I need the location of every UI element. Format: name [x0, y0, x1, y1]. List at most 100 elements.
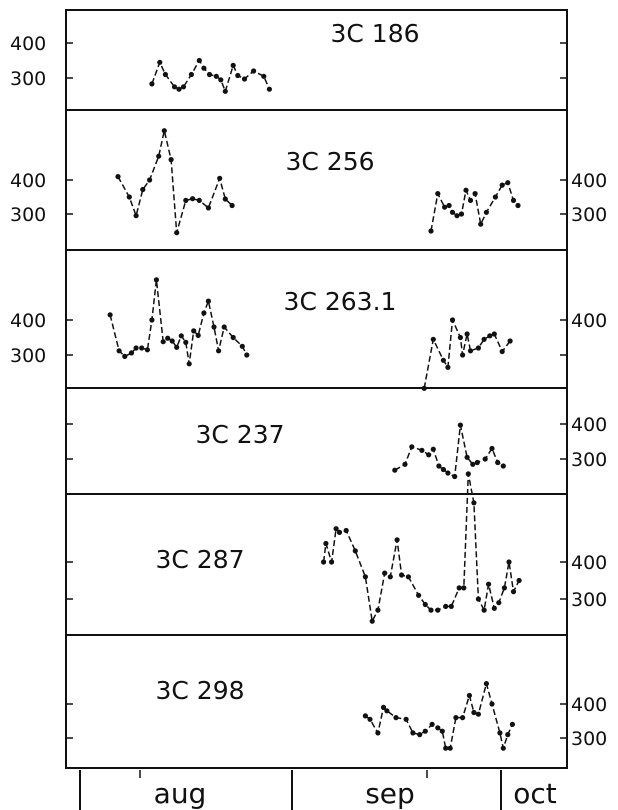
data-point: [222, 88, 228, 94]
data-point: [510, 197, 517, 203]
y-tick-label-right: 400: [571, 552, 607, 574]
data-point: [470, 461, 476, 467]
data-point: [500, 745, 506, 751]
data-point: [201, 310, 207, 316]
data-point: [147, 177, 153, 183]
data-point: [205, 205, 211, 211]
data-point: [456, 585, 462, 591]
y-tick-label-right: 400: [571, 694, 607, 716]
data-point: [467, 348, 474, 354]
data-point: [229, 202, 235, 209]
data-point: [483, 681, 489, 687]
data-point: [230, 334, 236, 341]
data-point: [387, 574, 393, 580]
data-point: [176, 86, 182, 92]
y-tick-label-left: 400: [10, 170, 46, 192]
data-point: [464, 331, 470, 337]
series-line: [423, 317, 511, 389]
data-point: [183, 197, 189, 203]
data-point: [449, 317, 456, 323]
data-point: [336, 529, 343, 536]
data-point: [440, 466, 446, 473]
data-point: [369, 618, 375, 624]
data-point: [174, 230, 180, 236]
data-point: [162, 71, 168, 78]
data-point: [500, 463, 506, 469]
data-point: [244, 352, 250, 358]
data-point: [457, 422, 463, 428]
data-point: [495, 459, 501, 466]
data-point: [489, 445, 495, 452]
data-point: [439, 728, 445, 734]
data-point: [191, 328, 197, 334]
data-point: [428, 607, 434, 613]
data-point: [486, 581, 492, 587]
data-point: [507, 338, 513, 344]
data-point: [471, 709, 477, 716]
data-point: [421, 385, 427, 391]
data-point: [440, 357, 446, 363]
data-point: [435, 191, 441, 197]
data-point: [453, 715, 459, 721]
data-point: [394, 537, 400, 543]
data-point: [472, 191, 478, 197]
data-point: [422, 728, 428, 734]
data-point: [416, 592, 422, 598]
data-point: [168, 157, 174, 163]
data-point: [190, 196, 196, 202]
data-point: [171, 84, 178, 90]
data-point: [471, 500, 477, 506]
data-point: [329, 559, 335, 565]
data-point: [465, 471, 471, 477]
data-point: [375, 730, 381, 736]
data-point: [491, 331, 497, 337]
data-point: [399, 572, 405, 578]
panel-title: 3C 298: [155, 676, 244, 705]
data-point: [448, 603, 454, 610]
data-point: [221, 324, 227, 330]
data-point: [375, 607, 381, 613]
data-point: [516, 577, 522, 584]
data-point: [443, 745, 449, 751]
series-line: [109, 279, 248, 364]
y-tick-label-right: 300: [571, 204, 607, 226]
data-point: [463, 187, 469, 193]
data-point: [460, 715, 466, 721]
data-point: [266, 86, 272, 92]
data-point: [461, 585, 467, 591]
data-point: [186, 361, 192, 367]
y-tick-label-left: 300: [10, 204, 46, 226]
data-point: [149, 317, 155, 323]
panel-title: 3C 263.1: [284, 287, 397, 316]
data-point: [445, 364, 451, 370]
data-point: [419, 447, 425, 453]
data-point: [509, 721, 515, 728]
panel-title: 3C 237: [195, 420, 284, 449]
data-point: [139, 345, 145, 351]
panel-title: 3C 256: [285, 147, 374, 176]
data-point: [475, 345, 481, 351]
y-tick-label-right: 300: [571, 728, 607, 750]
data-point: [510, 589, 517, 595]
series-line: [117, 130, 233, 233]
data-point: [343, 527, 349, 534]
data-point: [402, 461, 408, 467]
series-line: [394, 424, 504, 478]
data-point: [333, 526, 339, 532]
y-tick-label-left: 400: [10, 310, 46, 332]
data-point: [107, 312, 113, 318]
data-point: [217, 175, 223, 181]
data-point: [436, 463, 442, 469]
y-tick-label-right: 300: [571, 589, 607, 611]
data-point: [446, 202, 452, 209]
data-point: [496, 600, 502, 606]
data-point: [487, 333, 493, 339]
panel-title: 3C 186: [330, 19, 419, 48]
data-point: [393, 715, 399, 721]
data-point: [445, 470, 451, 476]
y-tick-label-right: 300: [571, 449, 607, 471]
data-point: [505, 180, 511, 186]
data-point: [458, 211, 465, 217]
data-point: [474, 459, 480, 466]
data-point: [489, 701, 495, 707]
